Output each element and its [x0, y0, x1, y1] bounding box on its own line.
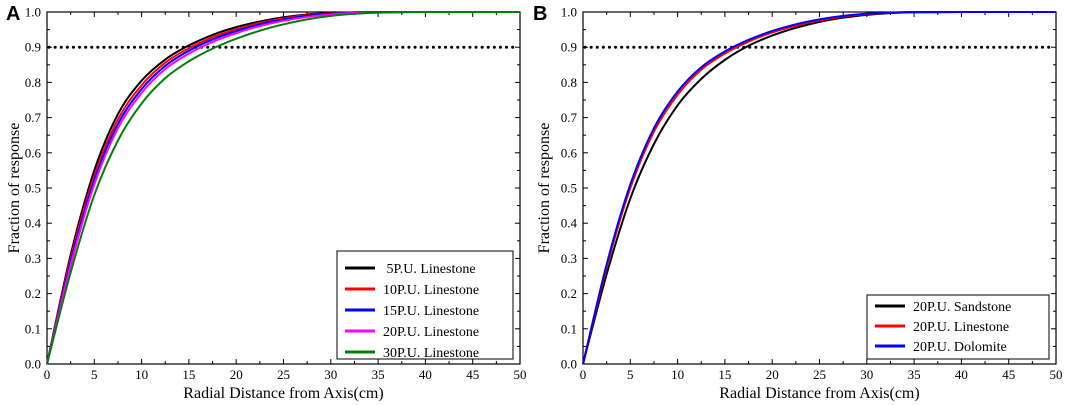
x-tick-label: 10	[671, 367, 684, 382]
legend-label: 5P.U. Linestone	[383, 262, 476, 277]
series-line	[582, 10, 1056, 365]
legend-label: 20P.U. Dolomite	[913, 340, 1007, 355]
x-tick-label: 40	[955, 367, 968, 382]
y-tick-label: 0.7	[25, 110, 42, 125]
chart-panel-b: B 0 5 10 15 20 25 30 35 40 45 50 0.0 0.1 0.2 0.3 0.4 0.5…	[533, 3, 1063, 402]
series-line	[46, 10, 520, 365]
y-tick-label: 0.6	[561, 145, 578, 160]
x-tick-label: 35	[372, 367, 385, 382]
y-tick-label: 0.4	[25, 216, 42, 231]
x-tick-label: 25	[277, 367, 290, 382]
x-axis-title: Radial Distance from Axis(cm)	[183, 385, 383, 402]
y-tick-label: 0.8	[561, 75, 577, 90]
y-tick-label: 0.5	[25, 181, 41, 196]
legend: 5P.U. Linestone 10P.U. Linestone 15P.U. Li…	[336, 250, 514, 361]
panel-label: A	[6, 3, 20, 25]
legend: 20P.U. Sandstone 20P.U. Linestone 20P.U. D…	[866, 294, 1050, 360]
panel-label: B	[533, 3, 547, 25]
x-axis-title: Radial Distance from Axis(cm)	[719, 385, 919, 402]
y-tick-label: 0.1	[561, 321, 577, 336]
y-tick-label: 0.3	[561, 251, 577, 266]
y-tick-label: 0.3	[25, 251, 41, 266]
x-tick-label: 5	[91, 367, 98, 382]
y-tick-label: 0.5	[561, 181, 577, 196]
y-tick-label: 0.8	[25, 75, 41, 90]
legend-label: 10P.U. Linestone	[383, 283, 479, 298]
x-tick-label: 30	[324, 367, 337, 382]
x-tick-label: 25	[813, 367, 826, 382]
x-tick-label: 45	[466, 367, 479, 382]
x-tick-label: 0	[44, 367, 51, 382]
y-tick-label: 0.1	[25, 321, 41, 336]
legend-label: 30P.U. Linestone	[383, 346, 479, 361]
y-tick-label: 0.2	[25, 286, 41, 301]
x-tick-label: 15	[718, 367, 731, 382]
y-tick-label: 0.7	[561, 110, 578, 125]
y-axis-title: Fraction of response	[6, 123, 23, 254]
x-tick-label: 40	[419, 367, 432, 382]
legend-label: 20P.U. Sandstone	[913, 300, 1011, 315]
y-tick-label: 1.0	[561, 5, 577, 20]
x-tick-label: 10	[135, 367, 148, 382]
y-tick-label: 1.0	[25, 5, 41, 20]
y-tick-label: 0.0	[25, 357, 41, 372]
y-tick-label: 0.9	[561, 40, 577, 55]
x-tick-label: 30	[860, 367, 873, 382]
y-tick-label: 0.9	[25, 40, 41, 55]
x-tick-label: 50	[1050, 367, 1063, 382]
chart-panel-a: A 0 5 10 15 20 25 30 35 40 45 50 0.0 0.1 0.2 0.3 0.4 0.5…	[6, 3, 527, 402]
y-tick-label: 0.0	[561, 357, 577, 372]
x-tick-label: 20	[766, 367, 779, 382]
x-tick-label: 15	[182, 367, 195, 382]
y-axis-title: Fraction of response	[536, 123, 553, 254]
x-tick-label: 45	[1002, 367, 1015, 382]
x-tick-label: 50	[514, 367, 527, 382]
legend-label: 15P.U. Linestone	[383, 304, 479, 319]
legend-label: 20P.U. Linestone	[383, 325, 479, 340]
y-tick-label: 0.4	[561, 216, 578, 231]
y-tick-label: 0.2	[561, 286, 577, 301]
x-tick-label: 0	[580, 367, 587, 382]
x-tick-label: 5	[627, 367, 634, 382]
x-tick-label: 20	[230, 367, 243, 382]
y-tick-label: 0.6	[25, 145, 42, 160]
legend-label: 20P.U. Linestone	[913, 320, 1009, 335]
x-tick-label: 35	[908, 367, 921, 382]
